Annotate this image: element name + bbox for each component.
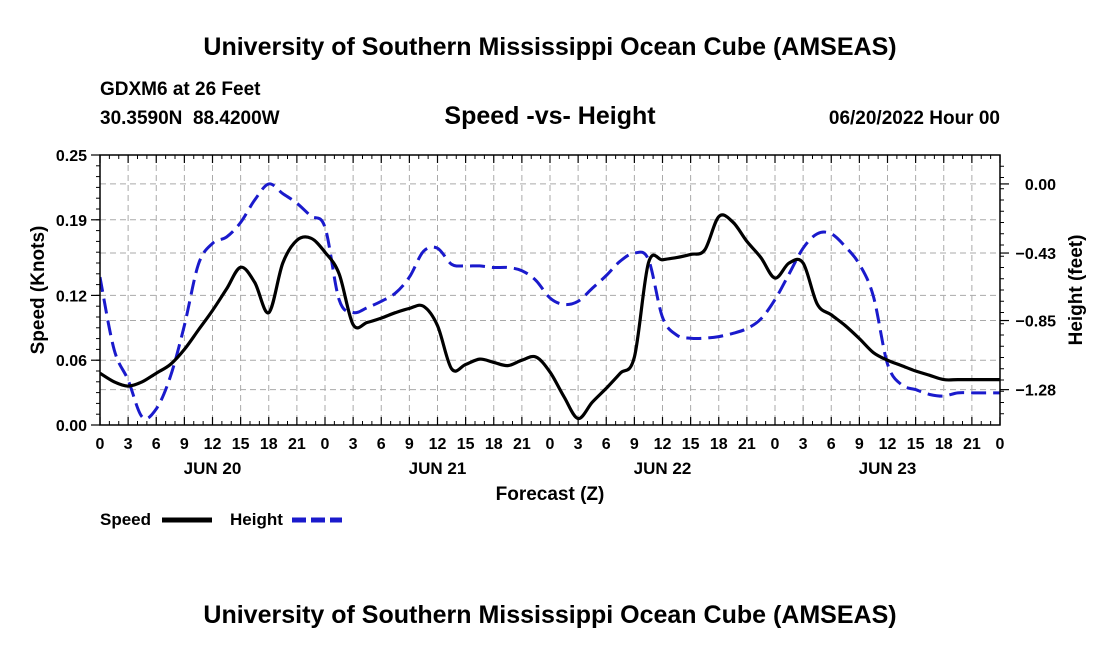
- y-tick-label: 0.00: [56, 418, 87, 435]
- speed-series-line: [100, 213, 1000, 421]
- y-tick-label: 0.06: [56, 353, 87, 370]
- x-tick-label: 3: [124, 436, 133, 453]
- y-tick-label: 0.19: [56, 213, 87, 230]
- x-tick-label: 18: [710, 436, 728, 453]
- day-label: JUN 21: [409, 459, 467, 478]
- x-tick-label: 9: [630, 436, 639, 453]
- y2-tick-label: −1.28: [1016, 383, 1057, 400]
- x-axis-label: Forecast (Z): [496, 484, 605, 505]
- footer-title: University of Southern Mississippi Ocean…: [203, 601, 896, 629]
- main-title: University of Southern Mississippi Ocean…: [203, 33, 896, 61]
- y2-tick-label: −0.85: [1016, 314, 1057, 331]
- x-tick-label: 3: [799, 436, 808, 453]
- x-tick-label: 12: [654, 436, 672, 453]
- x-tick-label: 12: [204, 436, 222, 453]
- x-tick-label: 15: [907, 436, 925, 453]
- x-tick-label: 0: [96, 436, 105, 453]
- day-label: JUN 20: [184, 459, 242, 478]
- y2-tick-label: 0.00: [1025, 177, 1056, 194]
- x-tick-label: 0: [546, 436, 555, 453]
- series-group: [100, 182, 1000, 421]
- coordinates-label: 30.3590N 88.4200W: [100, 108, 280, 129]
- x-tick-label: 21: [288, 436, 306, 453]
- y2-axis-label: Height (feet): [1066, 235, 1087, 346]
- x-tick-label: 21: [738, 436, 756, 453]
- x-tick-label: 0: [771, 436, 780, 453]
- x-tick-label: 9: [405, 436, 414, 453]
- day-label: JUN 22: [634, 459, 692, 478]
- x-tick-label: 21: [513, 436, 531, 453]
- y-tick-label: 0.12: [56, 288, 87, 305]
- x-tick-label: 12: [879, 436, 897, 453]
- chart-subtitle: Speed -vs- Height: [444, 102, 656, 130]
- x-tick-label: 6: [152, 436, 161, 453]
- axis-ticks: 0 3 6 9 12 15 18 21 0 3 6 9 12 15 18 21 0 3 6 9 12 15 18 21 0 3 6 9…: [56, 148, 1056, 478]
- y2-tick-label: −0.43: [1016, 246, 1057, 263]
- x-tick-label: 18: [485, 436, 503, 453]
- x-tick-label: 15: [232, 436, 250, 453]
- x-tick-label: 6: [827, 436, 836, 453]
- legend: Speed Height: [100, 510, 342, 529]
- x-tick-label: 3: [574, 436, 583, 453]
- grid-lines: [100, 155, 1000, 425]
- x-tick-label: 3: [349, 436, 358, 453]
- y-axis-label: Speed (Knots): [28, 226, 49, 355]
- x-tick-label: 12: [429, 436, 447, 453]
- x-tick-label: 18: [935, 436, 953, 453]
- x-tick-label: 9: [180, 436, 189, 453]
- day-label: JUN 23: [859, 459, 917, 478]
- x-tick-label: 0: [996, 436, 1005, 453]
- x-tick-label: 9: [855, 436, 864, 453]
- height-series-line: [100, 182, 1000, 421]
- x-tick-label: 15: [682, 436, 700, 453]
- forecast-date: 06/20/2022 Hour 00: [829, 108, 1000, 129]
- legend-speed-label: Speed: [100, 510, 151, 529]
- x-tick-label: 18: [260, 436, 278, 453]
- x-tick-label: 6: [377, 436, 386, 453]
- x-tick-label: 6: [602, 436, 611, 453]
- station-label: GDXM6 at 26 Feet: [100, 79, 261, 100]
- legend-height-label: Height: [230, 510, 283, 529]
- x-tick-label: 21: [963, 436, 981, 453]
- x-tick-label: 15: [457, 436, 475, 453]
- x-tick-label: 0: [321, 436, 330, 453]
- y-tick-label: 0.25: [56, 148, 87, 165]
